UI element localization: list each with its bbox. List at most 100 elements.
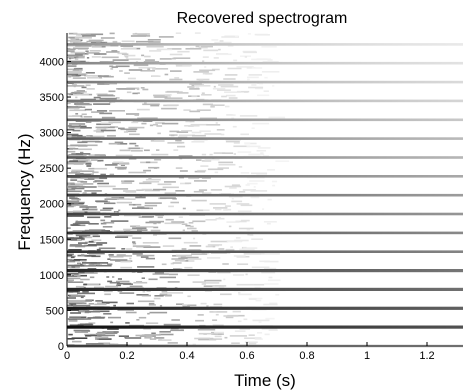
noise-cell (217, 89, 231, 91)
noise-cell (164, 94, 172, 96)
noise-cell (81, 205, 88, 207)
noise-cell (159, 305, 163, 307)
noise-cell (74, 91, 87, 93)
noise-cell (191, 199, 207, 202)
noise-cell (184, 125, 200, 127)
y-tick-label: 4000 (40, 56, 64, 68)
noise-cell (71, 337, 88, 339)
noise-cell (150, 229, 161, 232)
noise-cell (239, 328, 250, 330)
noise-cell (146, 335, 153, 338)
noise-cell (114, 211, 118, 214)
noise-cell (67, 201, 85, 204)
noise-cell (126, 302, 134, 305)
noise-cell (111, 50, 118, 52)
noise-cell (70, 183, 75, 185)
noise-cell (67, 264, 85, 267)
harmonic-line (67, 156, 463, 159)
noise-cell (67, 73, 81, 76)
noise-cell (67, 190, 82, 193)
noise-cell (116, 201, 132, 204)
noise-cell (198, 332, 214, 335)
noise-cell (73, 93, 89, 96)
noise-cell (80, 300, 92, 302)
noise-cell (68, 172, 81, 174)
noise-cell (238, 292, 241, 294)
noise-cell (210, 252, 227, 254)
noise-cell (69, 245, 87, 247)
noise-cell (154, 158, 162, 161)
noise-cell (100, 219, 106, 222)
noise-cell (97, 302, 106, 305)
noise-cell (124, 55, 129, 58)
noise-cell (245, 273, 248, 276)
noise-cell (114, 166, 127, 169)
noise-cell (145, 221, 161, 224)
noise-cell (78, 145, 88, 147)
noise-cell (86, 135, 93, 137)
noise-cell (208, 338, 223, 340)
noise-cell (246, 67, 256, 69)
noise-cell (223, 209, 228, 211)
noise-cell (135, 196, 146, 199)
noise-cell (87, 283, 100, 286)
noise-cell (201, 153, 207, 156)
noise-cell (203, 49, 219, 52)
noise-cell (252, 122, 270, 125)
noise-cell (85, 206, 89, 209)
noise-cell (115, 154, 133, 157)
noise-cell (213, 311, 217, 313)
noise-cell (224, 185, 242, 188)
noise-cell (238, 166, 243, 168)
noise-cell (203, 282, 220, 284)
noise-cell (69, 309, 79, 311)
noise-cell (166, 90, 179, 93)
noise-cell (67, 54, 83, 57)
noise-cell (105, 331, 114, 333)
noise-cell (148, 278, 158, 281)
noise-cell (124, 214, 141, 217)
noise-cell (145, 322, 159, 324)
noise-cell (167, 342, 178, 344)
noise-cell (153, 123, 158, 126)
noise-cell (76, 92, 82, 95)
noise-cell (249, 234, 254, 236)
noise-cell (262, 61, 279, 63)
noise-cell (218, 161, 233, 164)
noise-cell (202, 60, 205, 62)
noise-cell (234, 239, 249, 242)
noise-cell (244, 56, 247, 58)
noise-cell (228, 195, 243, 198)
noise-cell (67, 48, 76, 51)
noise-cell (266, 222, 271, 225)
noise-cell (256, 149, 267, 152)
noise-cell (168, 205, 174, 208)
noise-cell (92, 310, 110, 313)
harmonic-line (67, 193, 463, 197)
noise-cell (87, 252, 104, 254)
noise-cell (101, 116, 116, 119)
noise-cell (229, 187, 237, 189)
noise-cell (67, 260, 76, 263)
noise-cell (67, 102, 71, 105)
noise-cell (201, 94, 212, 96)
noise-cell (240, 133, 249, 136)
noise-cell (84, 244, 97, 247)
noise-cell (186, 258, 202, 260)
noise-cell (170, 329, 184, 332)
noise-cell (68, 75, 72, 78)
noise-cell (74, 42, 88, 44)
noise-cell (68, 333, 73, 336)
noise-cell (145, 257, 155, 260)
noise-cell (68, 162, 85, 164)
noise-cell (213, 152, 226, 154)
noise-cell (72, 183, 84, 185)
noise-cell (213, 331, 224, 334)
noise-cell (236, 90, 250, 93)
noise-cell (80, 265, 96, 267)
noise-cell (75, 67, 83, 70)
noise-cell (245, 184, 250, 186)
noise-cell (71, 124, 79, 126)
noise-cell (149, 124, 154, 127)
noise-cell (84, 178, 95, 180)
